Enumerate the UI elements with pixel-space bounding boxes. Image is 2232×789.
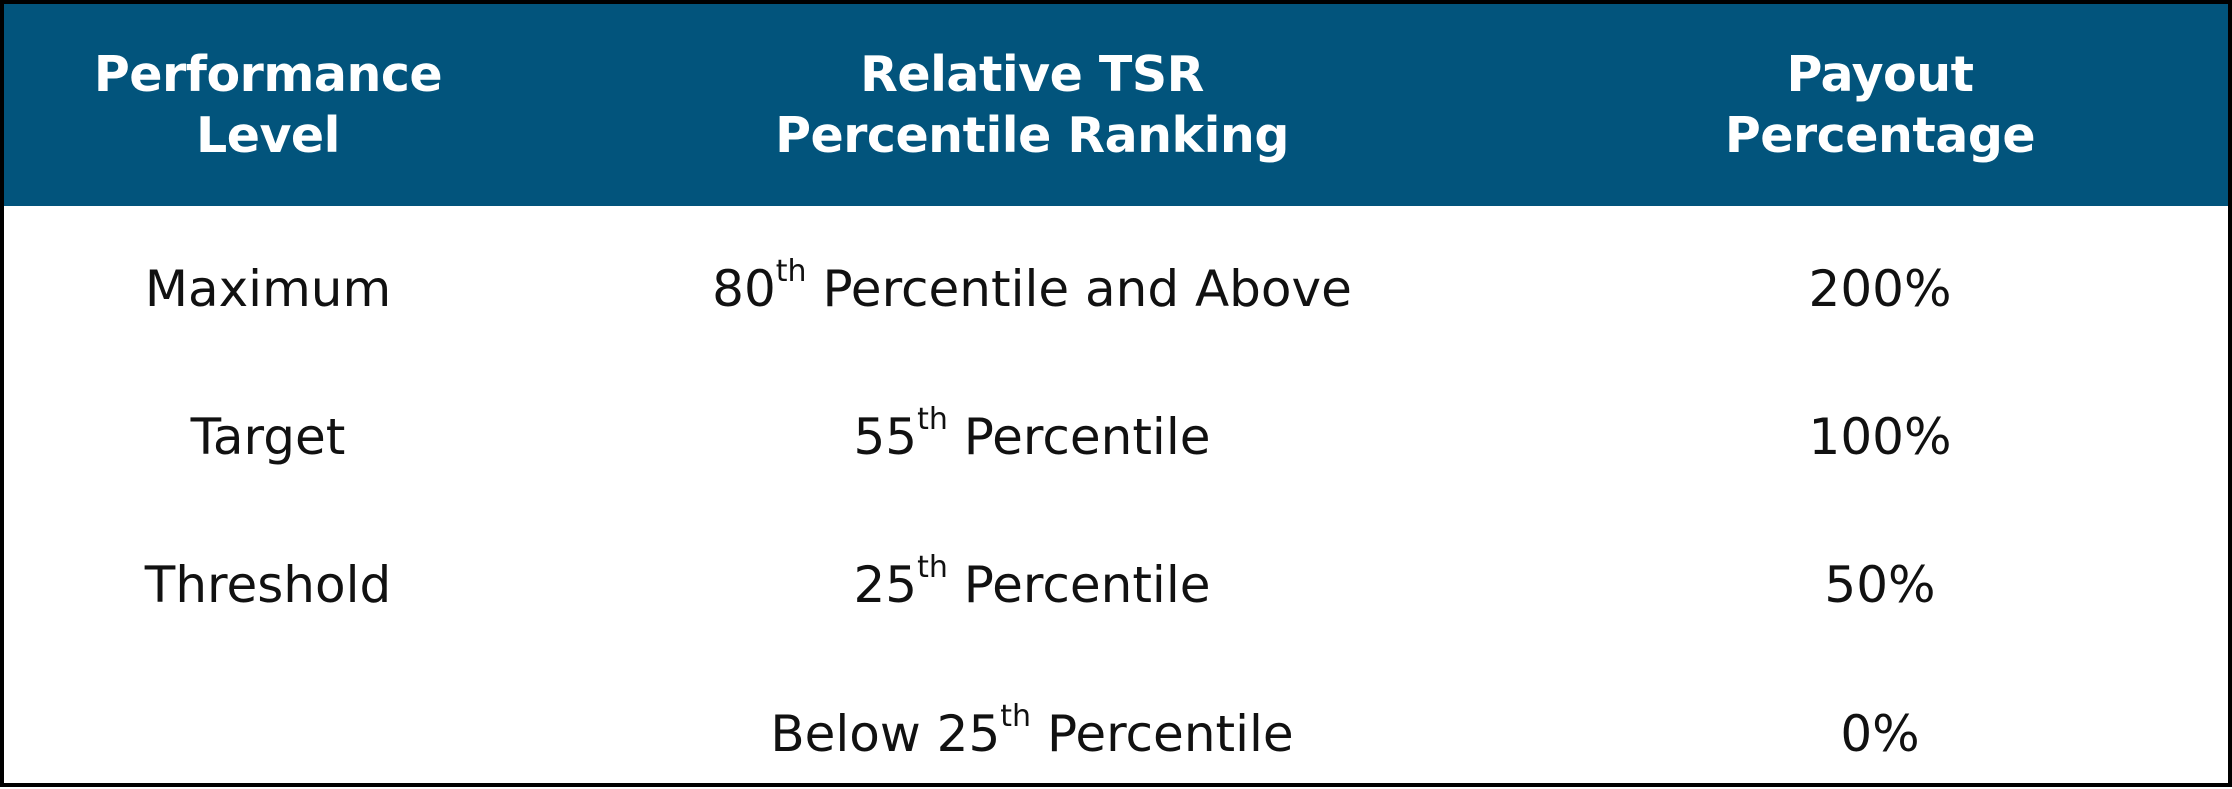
header-line: Level [196,107,340,164]
ranking-text: Percentile [947,408,1211,466]
payout-percentage-cell: 200% [1808,260,1952,318]
ranking-text: Percentile and Above [806,260,1352,318]
payout-percentage-cell: 0% [1840,705,1920,763]
performance-level-cell: Target [190,408,346,466]
header-performance-level: Performance Level [4,4,532,206]
header-line: Performance [93,45,443,103]
header-relative-tsr: Relative TSR Percentile Ranking [532,4,1532,206]
ordinal-suffix: th [1000,698,1032,734]
ranking-text: Percentile [947,556,1211,614]
ranking-text: Below 25 [770,705,1001,763]
ranking-text: 80 [712,260,776,318]
performance-level-cell [4,679,532,789]
performance-level-cell: Threshold [144,556,392,614]
header-line: Percentage [1724,107,2036,164]
ranking-text: Percentile [1031,705,1294,763]
performance-level-cell: Maximum [144,260,392,318]
ordinal-suffix: th [775,253,807,289]
ordinal-suffix: th [917,401,948,437]
payout-percentage-cell: 50% [1824,556,1936,614]
payout-percentage-cell: 100% [1808,408,1952,466]
header-line: Payout [1786,45,1974,103]
header-line: Percentile Ranking [775,107,1289,164]
ordinal-suffix: th [917,549,948,585]
ranking-text: 25 [853,556,918,614]
header-line: Relative TSR [860,45,1204,103]
table-header: Performance Level Relative TSR Percentil… [4,4,2228,206]
header-payout-percentage: Payout Percentage [1532,4,2228,206]
ranking-text: 55 [853,408,918,466]
